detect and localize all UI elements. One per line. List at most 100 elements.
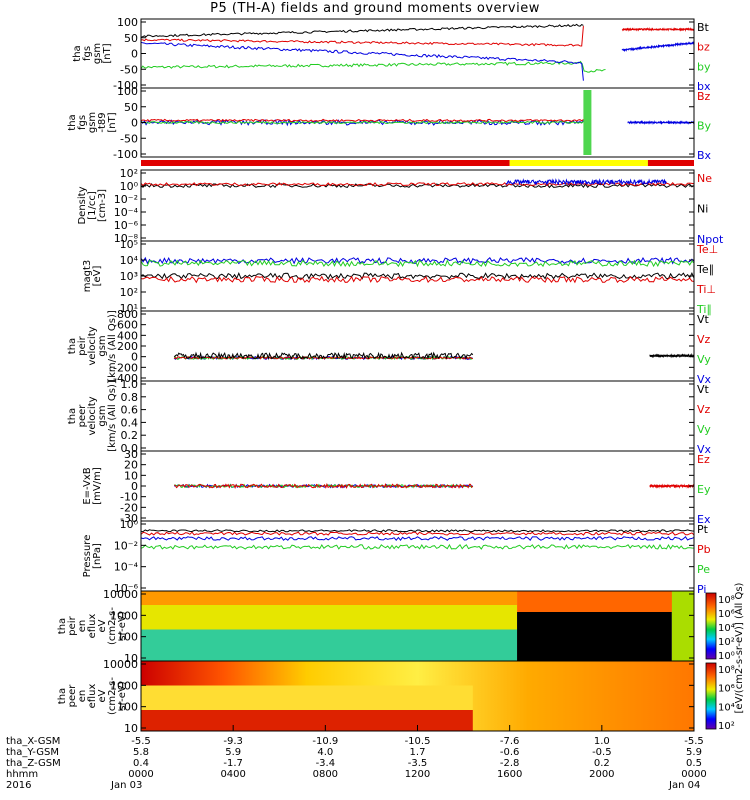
- chart-title: P5 (TH-A) fields and ground moments over…: [210, 1, 540, 16]
- y-tick-label: 10⁻⁸: [114, 232, 139, 245]
- panel-frame: [140, 380, 695, 452]
- legend-entry: Vz: [697, 403, 711, 416]
- y-axis-label: peir: [67, 615, 78, 635]
- y-tick-label: 100: [117, 85, 138, 98]
- y-tick-label: 1.0: [121, 378, 139, 391]
- y-tick-label: -50: [120, 63, 138, 76]
- y-axis-label: sr-eV): [117, 611, 128, 640]
- colorbar-tick-label: 10⁰: [718, 651, 735, 662]
- y-axis-label: Pressure: [82, 535, 93, 578]
- y-tick-label: 10⁻⁴: [114, 206, 139, 219]
- y-tick-label: -100: [113, 79, 138, 92]
- y-tick-label: 10³: [120, 270, 138, 283]
- mode-bar-segment: [141, 160, 510, 166]
- y-axis-label: Density: [77, 186, 88, 224]
- colorbar-tick-label: 10²: [718, 637, 735, 648]
- legend-entry: Pe: [697, 563, 710, 576]
- spectrogram-fill: [141, 629, 518, 661]
- legend-entry: Bt: [697, 21, 710, 34]
- y-tick-label: -20: [120, 501, 138, 514]
- y-tick-label: 0.8: [121, 391, 139, 404]
- spectrogram-fill: [517, 612, 672, 661]
- y-tick-label: 200: [117, 340, 138, 353]
- series-bz: [140, 26, 584, 47]
- y-tick-label: 400: [117, 329, 138, 342]
- y-tick-label: 10⁴: [120, 254, 139, 267]
- colorbar-label: [eV/(cm2-s-sr-eV)] (All Qs): [734, 582, 745, 713]
- series-ni: [140, 183, 695, 189]
- x-tick-label: 2000: [589, 769, 614, 780]
- y-axis-label: tha: [67, 338, 78, 354]
- x-tick-label: 0.4: [133, 758, 149, 769]
- y-tick-label: 10²: [120, 286, 138, 299]
- y-axis-label: [eV]: [92, 266, 103, 287]
- legend-entry: Bz: [697, 90, 711, 103]
- x-tick-label: -5.5: [131, 736, 151, 747]
- panel-frame: [140, 520, 695, 592]
- x-tick-label: 4.0: [317, 747, 333, 758]
- colorbar-tick-label: 10⁸: [718, 595, 735, 606]
- legend-entry: Ne: [697, 172, 712, 185]
- colorbar: [705, 662, 717, 730]
- series-bx: [140, 41, 584, 81]
- legend-entry: Vy: [697, 423, 711, 436]
- series-pb: [140, 531, 695, 536]
- series-npot: [505, 178, 667, 186]
- x-tick-label: -3.4: [316, 758, 336, 769]
- colorbar-tick-label: 10⁶: [718, 609, 735, 620]
- series-ne: [140, 182, 695, 187]
- legend-entry: by: [697, 60, 711, 73]
- x-tick-label: 0800: [313, 769, 338, 780]
- colorbar-tick-label: 10⁴: [718, 702, 735, 713]
- y-axis-label: [mV/m]: [92, 467, 103, 505]
- series-ez: [649, 483, 695, 489]
- x-tick-label: 0000: [128, 769, 153, 780]
- panel-frame: [140, 310, 695, 382]
- series-vt: [649, 352, 695, 359]
- y-axis-label: gsm: [97, 405, 108, 426]
- y-axis-label: tha: [72, 45, 83, 61]
- y-tick-label: 0.2: [121, 429, 139, 442]
- y-tick-label: 30: [124, 448, 138, 461]
- spectrogram-fill: [141, 685, 473, 710]
- y-axis-label: velocity: [87, 396, 98, 435]
- y-axis-label: tha: [67, 408, 78, 424]
- y-axis-label: eflux: [87, 684, 98, 709]
- y-tick-label: 800: [117, 308, 138, 321]
- y-tick-label: 0: [131, 480, 138, 493]
- colorbar-tick-label: 10⁴: [718, 623, 735, 634]
- y-tick-label: 0: [131, 351, 138, 364]
- y-axis-label: [km/s (All Qs)]: [107, 380, 118, 452]
- legend-entry: Vz: [697, 333, 711, 346]
- x-tick-label: -5.5: [684, 736, 704, 747]
- x-tick-label: -1.7: [223, 758, 243, 769]
- y-axis-label: en: [77, 620, 88, 633]
- series-by-spike: [583, 90, 592, 155]
- legend-entry: By: [697, 120, 712, 133]
- y-tick-label: 1000: [110, 679, 138, 692]
- y-tick-label: -400: [113, 372, 138, 385]
- series-pe: [140, 543, 695, 550]
- series-ti-par: [140, 256, 695, 265]
- y-axis-label: tha: [67, 114, 78, 130]
- spectrogram-fill: [517, 591, 694, 612]
- y-tick-label: 0: [131, 117, 138, 130]
- y-tick-label: 10000: [103, 588, 138, 601]
- spectrogram-fill: [141, 591, 518, 605]
- y-axis-label: gsm: [92, 43, 103, 64]
- colorbar-tick-label: 10⁸: [718, 665, 735, 676]
- y-tick-label: -30: [120, 512, 138, 525]
- legend-entry: Pt: [697, 523, 709, 536]
- series-pt: [140, 529, 695, 533]
- series-vt: [173, 351, 474, 361]
- x-tick-label: -0.6: [500, 747, 520, 758]
- legend-entry: Vy: [697, 353, 711, 366]
- y-axis-label: peer: [77, 404, 88, 428]
- y-tick-label: 50: [124, 101, 138, 114]
- y-axis-label: sr-eV): [117, 681, 128, 710]
- x-tick-label: Jan 04: [668, 780, 700, 791]
- y-tick-label: 10⁵: [120, 238, 138, 251]
- x-tick-label: -10.9: [312, 736, 338, 747]
- series-vz: [173, 355, 473, 360]
- y-tick-label: 10: [124, 722, 138, 735]
